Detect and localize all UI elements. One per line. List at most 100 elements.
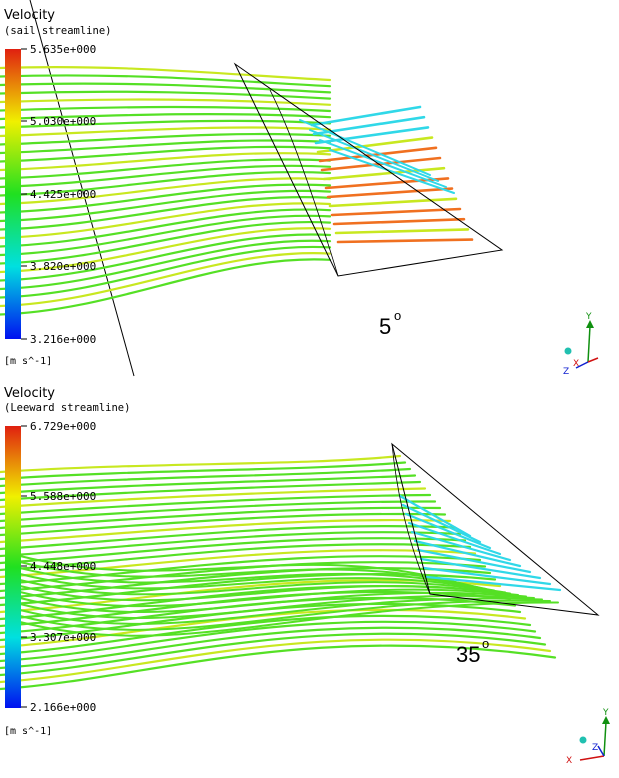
tick-label: 2.166e+000 <box>30 701 96 714</box>
streamline <box>0 132 332 146</box>
streamline <box>0 474 417 495</box>
streamline <box>0 525 457 551</box>
streamline <box>419 557 542 580</box>
streamline <box>0 506 442 530</box>
streamline <box>0 196 332 231</box>
streamline <box>324 177 450 190</box>
streamline <box>316 136 434 154</box>
streamline <box>0 567 492 600</box>
streamline <box>329 149 455 194</box>
streamline <box>0 220 332 265</box>
streamline <box>0 152 332 172</box>
streamline <box>0 454 402 474</box>
color-scale-ticks <box>21 425 27 708</box>
streamline <box>0 202 332 240</box>
streamline <box>0 626 542 670</box>
streamline <box>0 158 332 180</box>
streamline <box>19 573 495 592</box>
streamline <box>0 233 332 282</box>
streamline <box>0 537 467 565</box>
streamline <box>322 166 446 181</box>
bottom-visualization: Velocity (Leeward streamline) 6.729e+000… <box>0 386 610 766</box>
color-scale-bar <box>5 426 21 708</box>
streamline <box>19 599 551 631</box>
streamline <box>19 555 471 587</box>
streamline <box>0 614 532 656</box>
legend-subtitle: (Leeward streamline) <box>4 402 130 414</box>
streamline <box>413 539 522 568</box>
streamline <box>0 164 332 189</box>
axis-triad-icon: Y X Z <box>563 312 599 377</box>
svg-text:X: X <box>566 756 572 766</box>
sail-outline-bottom <box>391 442 600 616</box>
streamline <box>422 566 552 586</box>
streamline <box>0 632 547 677</box>
streamline <box>0 74 332 88</box>
streamline <box>0 245 332 299</box>
streamline <box>299 119 431 176</box>
tick-label: 3.820e+000 <box>30 260 96 273</box>
streamlines-top <box>0 65 474 316</box>
streamline <box>0 82 332 94</box>
panel-leeward-streamline: Velocity (Leeward streamline) 6.729e+000… <box>0 386 619 773</box>
color-scale-ticks <box>21 48 27 340</box>
streamline <box>19 601 559 637</box>
angle-label: 5 <box>379 314 391 339</box>
streamline <box>328 197 458 208</box>
streamline <box>318 146 438 163</box>
tick-label: 4.425e+000 <box>30 188 96 201</box>
sail-camber-line-bottom <box>391 443 431 595</box>
top-visualization: Velocity (sail streamline) 5.635e+000 5.… <box>0 0 599 377</box>
streamline <box>0 145 332 163</box>
streamline <box>0 620 537 663</box>
streamline <box>0 493 432 516</box>
streamline <box>320 156 442 172</box>
streamline <box>0 549 477 579</box>
tick-label: 6.729e+000 <box>30 420 96 433</box>
color-scale-bar <box>5 49 21 339</box>
legend-unit: [m s^-1] <box>4 356 52 367</box>
streamline <box>19 591 527 614</box>
streamline <box>0 461 407 481</box>
streamline <box>0 119 332 129</box>
streamline <box>0 644 557 691</box>
streamline <box>0 208 332 248</box>
streamline <box>19 579 503 596</box>
tick-label: 3.307e+000 <box>30 631 96 644</box>
streamline <box>0 638 552 684</box>
streamline <box>401 503 482 544</box>
streamline <box>0 467 412 488</box>
streamline <box>0 189 332 223</box>
streamline <box>0 139 332 155</box>
streamline <box>416 548 532 574</box>
streamline <box>425 575 562 592</box>
streamline <box>0 239 332 291</box>
streamline <box>0 518 452 544</box>
legend-unit: [m s^-1] <box>4 726 52 737</box>
axis-triad-icon: Y X Z <box>566 708 610 766</box>
streamline <box>0 555 482 586</box>
streamline <box>0 183 332 214</box>
legend-title: Velocity <box>4 386 55 401</box>
streamline <box>0 112 332 121</box>
streamline <box>19 561 479 589</box>
svg-text:Y: Y <box>585 312 592 322</box>
angle-label: 35 <box>456 642 480 667</box>
sail-camber-line-top <box>269 89 339 277</box>
streamline <box>0 500 437 523</box>
streamline <box>319 139 447 188</box>
streamline <box>330 207 462 217</box>
svg-text:X: X <box>573 359 579 369</box>
streamline <box>0 531 462 558</box>
streamline <box>334 228 470 235</box>
streamline <box>404 512 492 550</box>
streamline <box>0 258 332 316</box>
svg-text:Y: Y <box>602 708 609 718</box>
streamline <box>0 227 332 274</box>
streamline <box>19 597 543 625</box>
tick-label: 3.216e+000 <box>30 333 96 346</box>
streamline <box>407 521 502 556</box>
streamline <box>0 177 332 206</box>
streamline <box>0 512 447 537</box>
streamline <box>0 561 487 593</box>
